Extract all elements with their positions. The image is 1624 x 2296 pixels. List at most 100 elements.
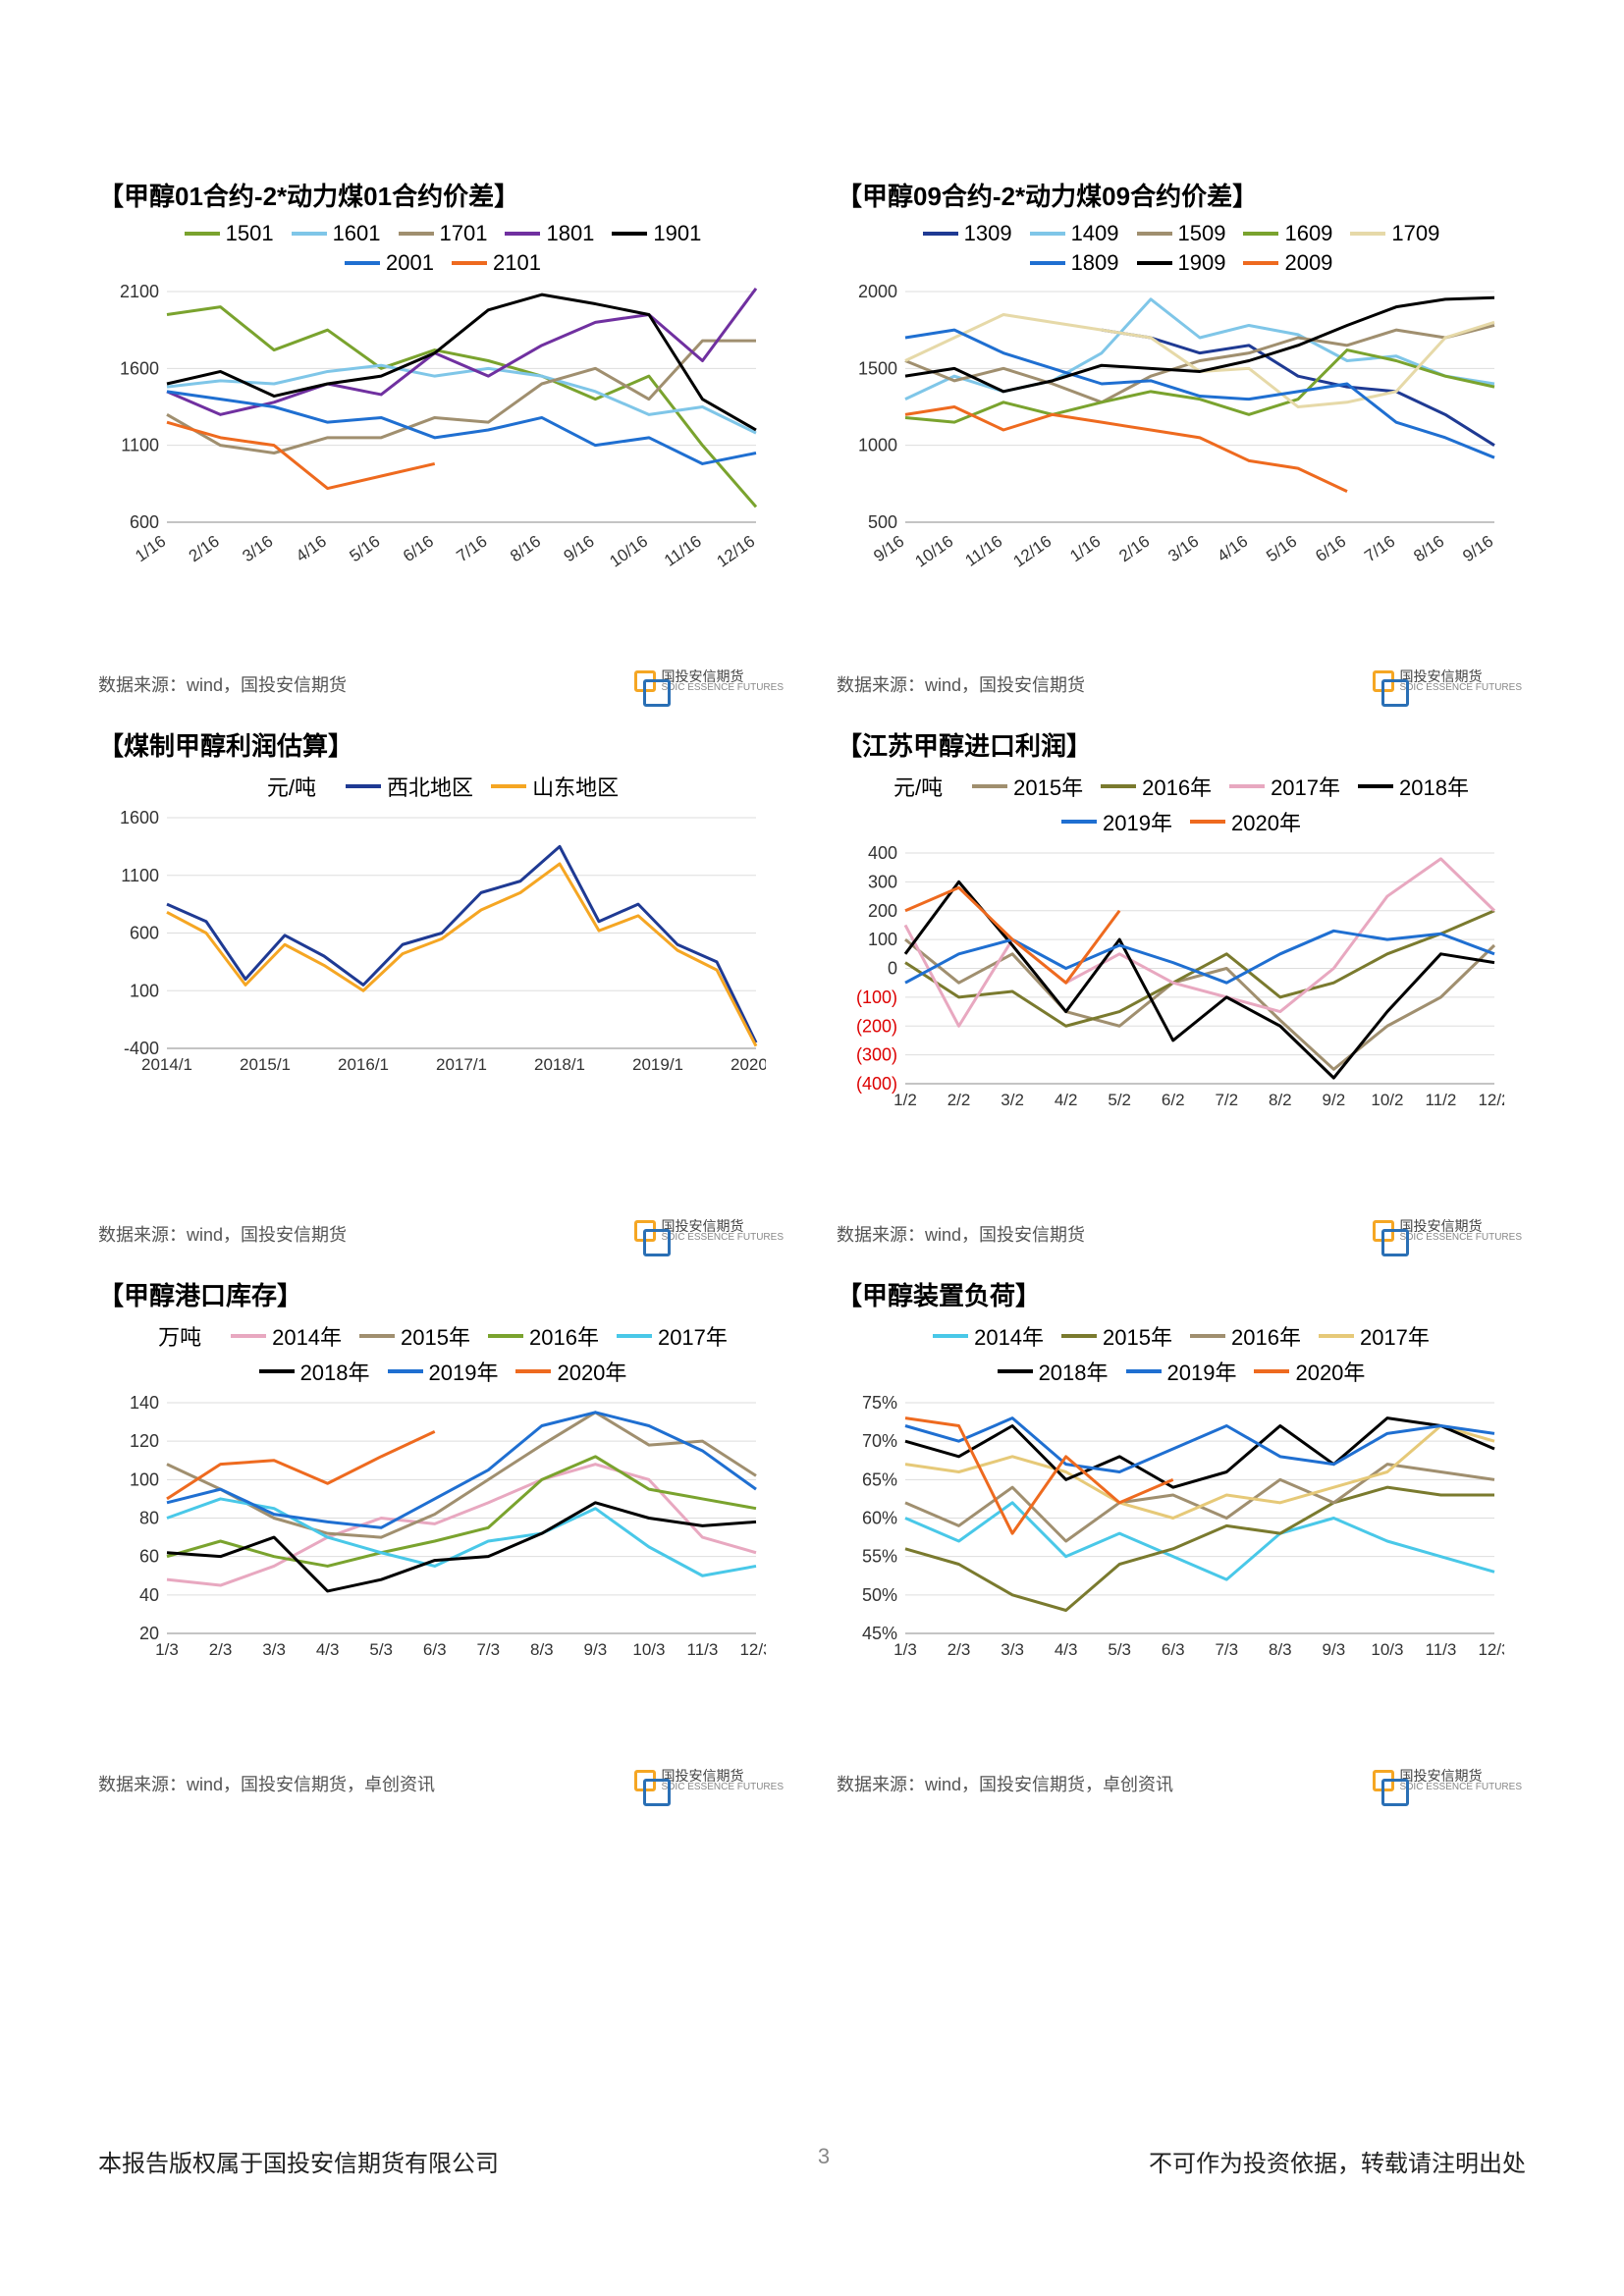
chart-panel-c4: 【江苏甲醇进口利润】元/吨2015年2016年2017年2018年2019年20… (837, 726, 1526, 1247)
legend-item: 山东地区 (491, 771, 619, 802)
legend-swatch (1137, 232, 1172, 236)
svg-text:6/16: 6/16 (400, 532, 437, 566)
svg-text:2/16: 2/16 (1115, 532, 1153, 566)
logo-badge: 国投安信期货 SDIC ESSENCE FUTURES (634, 669, 784, 693)
svg-text:3/3: 3/3 (1001, 1640, 1024, 1659)
unit-label: 元/吨 (893, 771, 943, 802)
legend-label: 2016年 (529, 1320, 599, 1352)
legend-label: 2019年 (1103, 806, 1172, 837)
legend-label: 2009 (1284, 250, 1332, 276)
svg-text:9/3: 9/3 (1323, 1640, 1346, 1659)
legend-label: 2017年 (1360, 1320, 1430, 1352)
legend-swatch (1319, 1334, 1354, 1338)
logo-icon (1373, 1770, 1394, 1791)
plot-svg: -400100600110016002014/12015/12016/12017… (98, 808, 766, 1102)
logo-text-cn: 国投安信期货 (1400, 669, 1522, 683)
svg-text:3/2: 3/2 (1001, 1091, 1024, 1109)
legend: 1501160117011801190120012101 (98, 221, 787, 276)
svg-text:1600: 1600 (120, 358, 159, 378)
svg-text:10/3: 10/3 (1371, 1640, 1403, 1659)
legend-label: 2019年 (1167, 1356, 1237, 1387)
logo-badge: 国投安信期货 SDIC ESSENCE FUTURES (634, 1219, 784, 1243)
legend-item: 2017年 (1319, 1320, 1430, 1352)
legend-label: 2018年 (1399, 771, 1469, 802)
svg-text:10/2: 10/2 (1371, 1091, 1403, 1109)
legend-label: 2015年 (1103, 1320, 1172, 1352)
legend-item: 2018年 (998, 1356, 1109, 1387)
legend-label: 1601 (333, 221, 381, 246)
svg-text:1/3: 1/3 (155, 1640, 179, 1659)
svg-text:600: 600 (130, 512, 159, 532)
legend-label: 2001 (386, 250, 434, 276)
logo-icon (634, 1220, 656, 1242)
svg-text:1100: 1100 (121, 436, 159, 455)
svg-text:2100: 2100 (120, 282, 159, 301)
legend-label: 2018年 (300, 1356, 370, 1387)
legend-swatch (933, 1334, 968, 1338)
legend-label: 2019年 (429, 1356, 499, 1387)
legend: 元/吨西北地区山东地区 (98, 771, 787, 802)
svg-text:140: 140 (130, 1393, 159, 1413)
legend-label: 2015年 (1013, 771, 1083, 802)
legend-swatch (1061, 820, 1097, 824)
chart-title: 【甲醇港口库存】 (98, 1276, 787, 1312)
svg-text:60%: 60% (862, 1509, 897, 1528)
logo-text-en: SDIC ESSENCE FUTURES (1400, 683, 1522, 693)
legend-item: 2019年 (1126, 1356, 1237, 1387)
legend-swatch (998, 1369, 1033, 1373)
legend-label: 1909 (1178, 250, 1226, 276)
plot-area: 5001000150020009/1610/1611/1612/161/162/… (837, 282, 1526, 666)
legend-item: 1709 (1350, 221, 1439, 246)
legend-swatch (491, 784, 526, 788)
svg-text:6/16: 6/16 (1312, 532, 1349, 566)
svg-text:2014/1: 2014/1 (141, 1055, 192, 1074)
svg-text:12/16: 12/16 (714, 532, 759, 571)
logo-icon (1373, 1220, 1394, 1242)
plot-svg: 45%50%55%60%65%70%75%1/32/33/34/35/36/37… (837, 1393, 1504, 1687)
svg-text:7/3: 7/3 (476, 1640, 500, 1659)
svg-text:6/2: 6/2 (1162, 1091, 1185, 1109)
svg-text:9/2: 9/2 (1323, 1091, 1346, 1109)
legend-label: 2101 (493, 250, 541, 276)
unit-label: 元/吨 (267, 771, 316, 802)
svg-text:50%: 50% (862, 1585, 897, 1605)
svg-text:3/16: 3/16 (239, 532, 276, 566)
legend-label: 1609 (1284, 221, 1332, 246)
legend-swatch (346, 784, 381, 788)
chart-panel-c1: 【甲醇01合约-2*动力煤01合约价差】15011601170118011901… (98, 177, 787, 697)
svg-text:(200): (200) (856, 1016, 897, 1036)
legend-item: 1909 (1137, 250, 1226, 276)
svg-text:11/3: 11/3 (1426, 1640, 1457, 1659)
legend-item: 2016年 (1101, 771, 1212, 802)
svg-text:1/16: 1/16 (1066, 532, 1104, 566)
legend-label: 1901 (653, 221, 701, 246)
svg-text:2016/1: 2016/1 (338, 1055, 389, 1074)
legend-item: 2014年 (231, 1320, 342, 1352)
legend-swatch (488, 1334, 523, 1338)
legend-swatch (1350, 232, 1385, 236)
legend: 2014年2015年2016年2017年2018年2019年2020年 (837, 1320, 1526, 1387)
unit-label: 万吨 (158, 1320, 201, 1352)
legend-item: 2009 (1243, 250, 1332, 276)
logo-badge: 国投安信期货 SDIC ESSENCE FUTURES (1373, 1219, 1522, 1243)
svg-text:100: 100 (868, 930, 897, 949)
legend-label: 2016年 (1231, 1320, 1301, 1352)
svg-text:70%: 70% (862, 1431, 897, 1451)
svg-text:11/3: 11/3 (687, 1640, 719, 1659)
svg-text:11/2: 11/2 (1426, 1091, 1457, 1109)
svg-text:2/16: 2/16 (186, 532, 223, 566)
legend-swatch (452, 261, 487, 265)
svg-text:4/16: 4/16 (293, 532, 330, 566)
legend-label: 2014年 (974, 1320, 1044, 1352)
chart-panel-c2: 【甲醇09合约-2*动力煤09合约价差】13091409150916091709… (837, 177, 1526, 697)
chart-title: 【甲醇装置负荷】 (837, 1276, 1526, 1312)
svg-text:80: 80 (139, 1509, 159, 1528)
svg-text:300: 300 (868, 872, 897, 891)
logo-icon (634, 670, 656, 692)
legend: 13091409150916091709180919092009 (837, 221, 1526, 276)
legend-swatch (259, 1369, 295, 1373)
legend-swatch (612, 232, 647, 236)
svg-text:75%: 75% (862, 1393, 897, 1413)
svg-text:60: 60 (139, 1547, 159, 1567)
svg-text:2/2: 2/2 (947, 1091, 971, 1109)
